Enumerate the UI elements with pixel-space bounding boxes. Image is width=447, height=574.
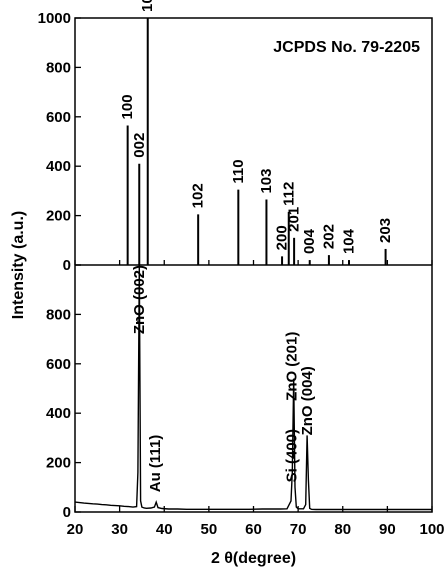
x-tick-label: 20 bbox=[67, 521, 84, 538]
panel-frames bbox=[74, 17, 433, 513]
y-tick-label: 0 bbox=[63, 257, 71, 274]
measured-peak-annotation: ZnO (002) bbox=[131, 265, 148, 334]
reference-peak-label: 200 bbox=[274, 225, 291, 250]
x-tick-label: 100 bbox=[419, 521, 444, 538]
reference-peak-label: 103 bbox=[258, 169, 275, 194]
x-tick-label: 30 bbox=[111, 521, 128, 538]
reference-peak-label: 201 bbox=[286, 207, 303, 232]
x-tick-label: 40 bbox=[156, 521, 173, 538]
x-axis-title: 2 θ(degree) bbox=[211, 550, 296, 567]
x-axis: 20 30 40 50 60 70 80 90 100 bbox=[67, 260, 445, 538]
measured-panel: ZnO (002) Au (111) ZnO (201)ZnO (004)Si (4… bbox=[46, 264, 432, 521]
y-tick-label: 1000 bbox=[38, 10, 71, 27]
reference-peak-label: 102 bbox=[190, 183, 207, 208]
x-tick-label: 70 bbox=[290, 521, 307, 538]
reference-peaks bbox=[126, 18, 387, 265]
y-tick-label: 400 bbox=[46, 405, 71, 422]
reference-peak-label: 104 bbox=[340, 228, 357, 254]
y-tick-label: 200 bbox=[46, 208, 71, 225]
measured-peak-annotation: ZnO (201) bbox=[283, 332, 300, 401]
y-tick-label: 600 bbox=[46, 356, 71, 373]
y-tick-label: 600 bbox=[46, 109, 71, 126]
measured-pattern-line bbox=[74, 264, 432, 511]
measured-peak-annotation: Si (400) bbox=[283, 429, 300, 482]
reference-peak-label: 110 bbox=[230, 159, 247, 183]
jcpds-annotation: JCPDS No. 79-2205 bbox=[273, 39, 420, 56]
reference-panel: 100002101102110103200112201004202104203 … bbox=[38, 0, 420, 274]
y-tick-label: 200 bbox=[46, 455, 71, 472]
x-tick-label: 60 bbox=[245, 521, 262, 538]
measured-y-ticks: 0 200 400 600 800 bbox=[46, 264, 81, 521]
reference-peak-label: 004 bbox=[301, 228, 318, 254]
x-tick-label: 50 bbox=[201, 521, 218, 538]
y-tick-label: 400 bbox=[46, 158, 71, 175]
reference-peak-label: 002 bbox=[131, 133, 148, 158]
measured-peak-annotations: ZnO (002) Au (111) ZnO (201)ZnO (004)Si (4… bbox=[131, 265, 316, 492]
y-tick-label: 800 bbox=[46, 59, 71, 76]
x-tick-label: 80 bbox=[334, 521, 351, 538]
reference-y-ticks: 0 200 400 600 800 1000 bbox=[38, 10, 81, 274]
reference-peak-label: 203 bbox=[377, 218, 394, 243]
y-tick-label: 0 bbox=[63, 504, 71, 521]
reference-peak-label: 101 bbox=[139, 0, 156, 12]
measured-peak-annotation: Au (111) bbox=[147, 435, 164, 493]
x-tick-label: 90 bbox=[379, 521, 396, 538]
reference-peak-label: 112 bbox=[280, 182, 297, 206]
reference-peak-label: 100 bbox=[119, 94, 136, 119]
reference-peak-label: 202 bbox=[320, 224, 337, 249]
y-axis-title: Intensity (a.u.) bbox=[10, 211, 27, 319]
y-tick-label: 800 bbox=[46, 306, 71, 323]
measured-peak-annotation: ZnO (004) bbox=[299, 366, 316, 435]
